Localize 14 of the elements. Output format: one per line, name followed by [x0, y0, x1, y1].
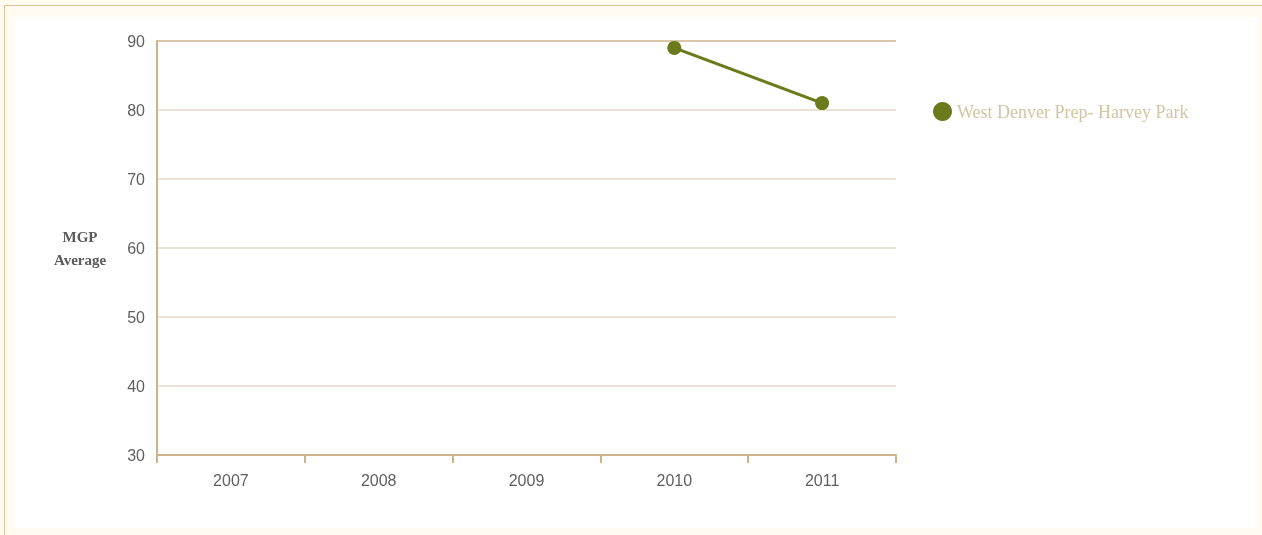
y-tick-label: 30 [127, 446, 146, 464]
x-tick-label: 2009 [508, 471, 545, 489]
y-tick-label: 50 [127, 308, 146, 326]
y-tick-label: 80 [127, 101, 146, 119]
x-tick-label: 2008 [360, 471, 397, 489]
x-tick-label: 2007 [213, 471, 249, 489]
y-tick-label: 70 [127, 170, 146, 188]
y-tick-label: 60 [127, 239, 146, 257]
y-axis-title: MGP Average [53, 228, 107, 268]
y-tick-label: 40 [127, 377, 146, 395]
x-tick-label: 2011 [804, 471, 840, 489]
x-tick-label: 2010 [656, 471, 693, 489]
legend-label: West Denver Prep- Harvey Park [957, 101, 1189, 122]
y-tick-label: 90 [127, 32, 146, 50]
